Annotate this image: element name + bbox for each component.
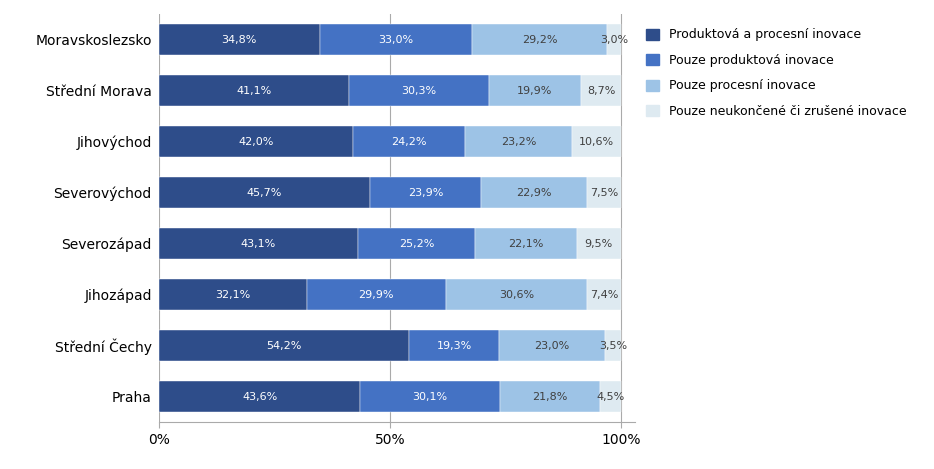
Bar [489, 76, 581, 106]
Text: 7,5%: 7,5% [589, 188, 618, 197]
Text: 10,6%: 10,6% [579, 136, 615, 147]
Bar [587, 280, 621, 310]
Bar [159, 381, 361, 412]
Bar [159, 228, 358, 259]
Text: 21,8%: 21,8% [532, 392, 568, 401]
Bar [587, 177, 621, 208]
Text: 43,6%: 43,6% [242, 392, 277, 401]
Text: 19,3%: 19,3% [436, 340, 472, 351]
Bar [581, 76, 621, 106]
Bar [159, 126, 353, 157]
Bar [159, 177, 370, 208]
Text: 24,2%: 24,2% [391, 136, 427, 147]
Bar [499, 330, 605, 361]
Text: 23,2%: 23,2% [501, 136, 536, 147]
Bar [500, 381, 601, 412]
Bar [473, 24, 607, 55]
Bar [358, 228, 474, 259]
Text: 34,8%: 34,8% [221, 35, 257, 45]
Text: 30,3%: 30,3% [402, 85, 436, 96]
Bar [465, 126, 573, 157]
Text: 19,9%: 19,9% [517, 85, 553, 96]
Legend: Produktová a procesní inovace, Pouze produktová inovace, Pouze procesní inovace,: Produktová a procesní inovace, Pouze pro… [646, 29, 906, 118]
Text: 54,2%: 54,2% [266, 340, 302, 351]
Text: 3,0%: 3,0% [601, 35, 629, 45]
Text: 29,9%: 29,9% [359, 289, 394, 300]
Bar [607, 24, 621, 55]
Bar [159, 280, 307, 310]
Bar [159, 76, 349, 106]
Text: 3,5%: 3,5% [599, 340, 628, 351]
Text: 23,0%: 23,0% [534, 340, 570, 351]
Text: 30,6%: 30,6% [499, 289, 534, 300]
Text: 42,0%: 42,0% [238, 136, 274, 147]
Bar [481, 177, 587, 208]
Text: 22,1%: 22,1% [508, 239, 544, 249]
Text: 7,4%: 7,4% [590, 289, 618, 300]
Text: 32,1%: 32,1% [216, 289, 250, 300]
Bar [319, 24, 473, 55]
Text: 4,5%: 4,5% [597, 392, 625, 401]
Text: 41,1%: 41,1% [236, 85, 272, 96]
Bar [370, 177, 481, 208]
Text: 22,9%: 22,9% [516, 188, 551, 197]
Text: 25,2%: 25,2% [399, 239, 434, 249]
Bar [573, 126, 621, 157]
Text: 9,5%: 9,5% [585, 239, 613, 249]
Text: 8,7%: 8,7% [587, 85, 616, 96]
Bar [353, 126, 465, 157]
Text: 33,0%: 33,0% [378, 35, 414, 45]
Bar [307, 280, 446, 310]
Text: 43,1%: 43,1% [241, 239, 276, 249]
Bar [577, 228, 621, 259]
Bar [601, 381, 621, 412]
Bar [349, 76, 489, 106]
Bar [605, 330, 621, 361]
Bar [159, 330, 409, 361]
Bar [474, 228, 577, 259]
Bar [446, 280, 587, 310]
Text: 29,2%: 29,2% [522, 35, 558, 45]
Text: 23,9%: 23,9% [408, 188, 443, 197]
Bar [159, 24, 319, 55]
Text: 30,1%: 30,1% [413, 392, 447, 401]
Text: 45,7%: 45,7% [247, 188, 282, 197]
Bar [409, 330, 499, 361]
Bar [361, 381, 500, 412]
